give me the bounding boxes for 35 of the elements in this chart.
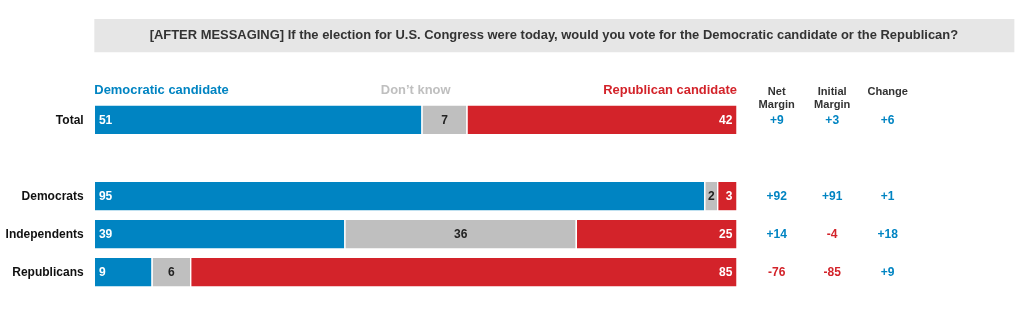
data-label: 42 <box>718 112 733 127</box>
text: +9 <box>880 264 895 279</box>
text: +3 <box>825 112 840 127</box>
data-label: 85 <box>718 264 733 279</box>
chart-title: [AFTER MESSAGING] If the election for U.S. Congress were today, would you vote for the Democratic candidate or the Republican? <box>149 27 959 43</box>
data-label: 2 <box>707 188 715 203</box>
text: Net Margin <box>758 84 796 110</box>
data-label: 9 <box>98 264 106 279</box>
text: +1 <box>880 188 895 203</box>
data-label: 3 <box>725 188 733 203</box>
text: Initial Margin <box>814 84 851 110</box>
text: +18 <box>877 226 899 241</box>
y-tick-label: Republicans <box>12 264 84 279</box>
data-label: 6 <box>168 264 176 279</box>
series-label: Don’t know <box>380 81 452 97</box>
data-label: 51 <box>98 112 113 127</box>
text: Change <box>867 84 909 97</box>
series-label: Republican candidate <box>603 81 737 97</box>
text: +9 <box>769 112 784 127</box>
data-label: 95 <box>98 188 113 203</box>
data-label: 25 <box>718 226 733 241</box>
text: +91 <box>822 188 843 203</box>
y-tick-label: Total <box>55 112 84 127</box>
text: +14 <box>766 226 788 241</box>
y-tick-label: Democrats <box>21 188 84 203</box>
data-label: 36 <box>453 226 468 241</box>
series-label: Democratic candidate <box>94 81 229 97</box>
text: +6 <box>880 112 895 127</box>
data-label: 7 <box>441 112 449 127</box>
y-tick-label: Independents <box>5 226 84 241</box>
text: -85 <box>823 264 842 279</box>
text: -4 <box>826 226 838 241</box>
data-label: 39 <box>98 226 113 241</box>
text: +92 <box>766 188 788 203</box>
text: -76 <box>768 264 786 279</box>
